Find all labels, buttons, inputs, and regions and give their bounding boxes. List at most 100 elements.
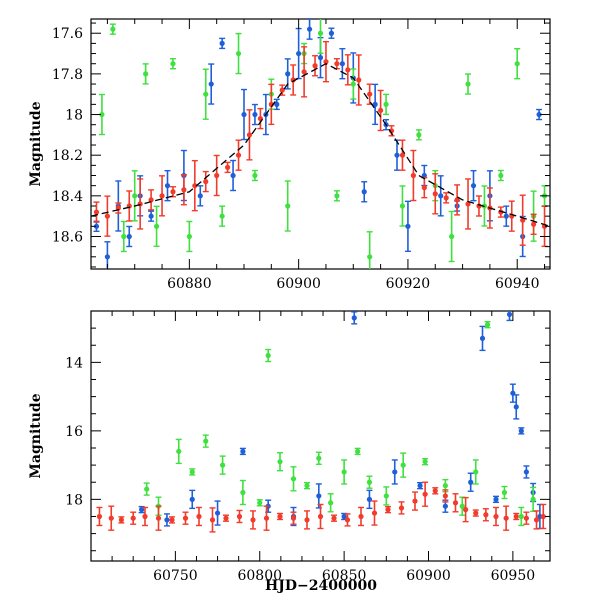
data-point <box>459 503 465 509</box>
data-point <box>498 172 504 179</box>
data-point <box>493 513 499 520</box>
data-point <box>235 152 242 158</box>
data-point <box>383 101 389 107</box>
axis-ticks: 60880 60900 60920 60940 17.6 17.8 18 18.2 18.4 18… <box>52 19 550 584</box>
bottom-series-group <box>96 311 547 533</box>
data-point <box>513 404 519 410</box>
data-point <box>367 91 373 97</box>
data-point <box>240 489 246 496</box>
data-point <box>223 515 229 521</box>
data-point <box>189 496 195 502</box>
data-point <box>170 189 176 195</box>
data-point <box>432 488 438 494</box>
data-point <box>252 111 258 118</box>
data-point <box>417 483 423 489</box>
model-curve <box>91 62 550 227</box>
data-point <box>484 322 491 328</box>
data-point <box>501 489 508 496</box>
data-point <box>341 469 347 475</box>
data-point <box>246 132 253 138</box>
data-point <box>203 438 209 444</box>
x-tick-label: 60900 <box>406 568 451 584</box>
data-point <box>130 515 136 521</box>
data-point <box>104 254 110 260</box>
data-point <box>250 517 256 523</box>
data-point <box>344 517 351 523</box>
data-point <box>219 40 225 46</box>
data-point <box>483 512 489 518</box>
data-point <box>399 203 406 209</box>
data-point <box>170 61 176 67</box>
data-point <box>290 476 297 482</box>
data-point <box>328 30 335 36</box>
data-point <box>473 469 479 475</box>
data-point <box>203 179 209 185</box>
data-point <box>203 91 209 97</box>
data-point <box>421 185 427 191</box>
data-point <box>410 172 416 179</box>
data-point <box>197 193 203 199</box>
data-point <box>449 233 455 240</box>
data-point <box>465 81 471 87</box>
data-point <box>530 496 536 502</box>
x-tick-label: 60950 <box>491 568 536 584</box>
data-point <box>328 500 334 506</box>
bottom-x-axis-label: HJD−2400000 <box>265 578 377 594</box>
data-point <box>148 197 154 203</box>
data-point <box>241 111 247 118</box>
data-point <box>394 152 400 158</box>
data-point <box>421 172 427 179</box>
data-point <box>452 500 459 506</box>
data-point <box>143 71 149 77</box>
data-point <box>182 515 189 521</box>
data-point <box>155 515 162 521</box>
data-point <box>367 254 373 260</box>
data-point <box>385 507 391 513</box>
data-point <box>366 479 373 485</box>
data-point <box>304 517 310 523</box>
data-point <box>144 486 150 492</box>
data-point <box>304 483 310 489</box>
data-point <box>463 507 469 513</box>
data-point <box>225 164 231 170</box>
y-tick-label: 18 <box>65 108 83 124</box>
y-tick-label: 18 <box>65 492 83 508</box>
data-point <box>442 503 448 509</box>
data-point <box>518 428 524 434</box>
data-point <box>164 517 170 523</box>
data-point <box>296 50 302 57</box>
data-point <box>118 517 124 523</box>
data-point <box>355 448 361 455</box>
data-point <box>110 26 116 32</box>
data-point <box>277 513 283 520</box>
data-point <box>533 517 540 523</box>
data-point <box>422 491 428 497</box>
data-point <box>523 515 529 521</box>
data-point <box>274 101 280 107</box>
data-point <box>189 469 195 475</box>
data-point <box>235 50 242 57</box>
data-point <box>443 195 449 201</box>
data-point <box>416 132 422 138</box>
x-tick-label: 60900 <box>276 276 321 292</box>
data-point <box>503 515 509 521</box>
data-point <box>316 493 322 499</box>
data-point <box>317 513 324 520</box>
top-y-axis-label: Magnitude <box>28 101 44 186</box>
y-tick-label: 17.6 <box>52 26 83 42</box>
data-point <box>438 193 444 199</box>
data-point <box>192 183 198 189</box>
data-point <box>506 311 513 318</box>
data-point <box>468 479 474 485</box>
bottom-panel-frame <box>90 310 551 562</box>
y-tick-label: 17.8 <box>52 67 83 83</box>
data-point <box>285 71 291 77</box>
data-point <box>153 223 160 229</box>
data-point <box>257 500 263 506</box>
data-point <box>412 498 418 504</box>
data-point <box>358 513 364 520</box>
data-point <box>108 515 114 521</box>
data-point <box>220 462 226 468</box>
data-point <box>422 459 428 465</box>
data-point <box>339 61 345 67</box>
